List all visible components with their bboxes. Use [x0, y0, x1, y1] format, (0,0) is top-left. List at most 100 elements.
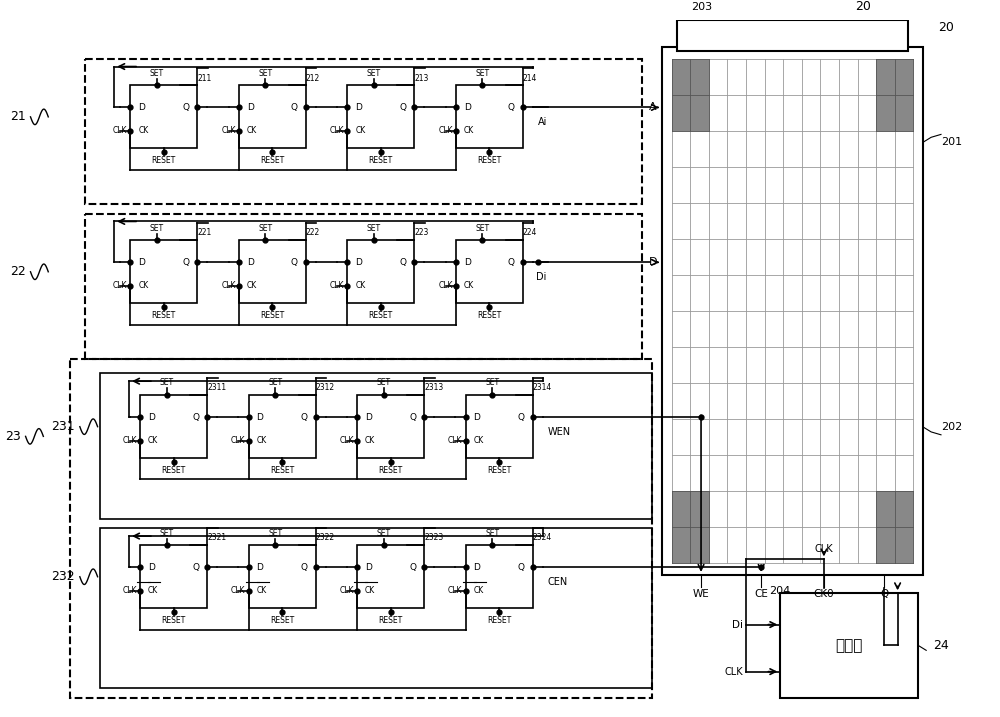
Text: CLK: CLK [221, 126, 236, 136]
Text: RESET: RESET [161, 466, 186, 475]
Text: Q: Q [409, 413, 416, 422]
Bar [140, 395, 207, 458]
Text: CLK: CLK [123, 586, 137, 595]
Text: D: D [365, 413, 372, 422]
Text: 2323: 2323 [424, 533, 443, 542]
Text: Q: Q [182, 103, 189, 112]
Text: CK: CK [365, 436, 375, 445]
Text: Q: Q [182, 258, 189, 267]
Text: RESET: RESET [152, 156, 176, 165]
Text: CK: CK [257, 586, 267, 595]
Text: D: D [474, 563, 480, 571]
Text: RESET: RESET [270, 466, 294, 475]
Text: 212: 212 [306, 74, 320, 82]
Text: CLK: CLK [330, 281, 344, 290]
Text: Ai: Ai [538, 117, 547, 127]
Text: Q: Q [291, 103, 298, 112]
Text: CK: CK [138, 281, 148, 290]
Text: RESET: RESET [152, 311, 176, 320]
Text: D: D [247, 103, 254, 112]
Text: 21: 21 [10, 110, 26, 123]
Text: 221: 221 [197, 229, 211, 237]
Text: RESET: RESET [487, 466, 511, 475]
Text: 2312: 2312 [316, 384, 335, 392]
Text: 比较器: 比较器 [836, 638, 863, 653]
Bar [347, 85, 414, 148]
Text: SET: SET [258, 69, 273, 77]
Text: D: D [474, 413, 480, 422]
Bar [249, 395, 316, 458]
Text: 2321: 2321 [207, 533, 226, 542]
Text: CLK: CLK [340, 586, 354, 595]
Bar [456, 240, 523, 303]
Text: D: D [648, 257, 657, 267]
Bar [662, 47, 923, 575]
Text: D: D [257, 563, 263, 571]
Bar [130, 240, 197, 303]
Text: CLK: CLK [340, 436, 354, 445]
Text: 2313: 2313 [424, 384, 443, 392]
Text: CK: CK [464, 126, 474, 136]
Bar [70, 359, 652, 698]
Text: 213: 213 [414, 74, 429, 82]
Text: SET: SET [160, 528, 174, 538]
Text: RESET: RESET [260, 311, 284, 320]
Text: Q: Q [508, 103, 515, 112]
Text: CLK: CLK [438, 126, 453, 136]
Text: CLK: CLK [113, 126, 127, 136]
Bar [357, 395, 424, 458]
Text: D: D [365, 563, 372, 571]
Text: RESET: RESET [477, 311, 501, 320]
Text: SET: SET [485, 379, 499, 387]
Text: CK: CK [365, 586, 375, 595]
Text: 2322: 2322 [316, 533, 335, 542]
Text: CK: CK [148, 436, 158, 445]
Text: D: D [355, 258, 362, 267]
Text: SET: SET [367, 69, 381, 77]
Text: CK: CK [474, 436, 484, 445]
Text: 20: 20 [938, 22, 954, 34]
Text: WEN: WEN [548, 427, 571, 437]
Text: A: A [649, 103, 657, 113]
Text: CK0: CK0 [814, 589, 834, 599]
Text: CLK: CLK [438, 281, 453, 290]
Text: 222: 222 [306, 229, 320, 237]
Text: RESET: RESET [161, 616, 186, 625]
Text: 23: 23 [5, 430, 21, 443]
Text: Q: Q [399, 103, 406, 112]
Text: RESET: RESET [369, 311, 393, 320]
Text: CK: CK [247, 126, 257, 136]
Text: 2314: 2314 [533, 384, 552, 392]
Text: CK: CK [474, 586, 484, 595]
Text: 231: 231 [51, 420, 75, 433]
Text: 22: 22 [10, 265, 26, 278]
Text: 204: 204 [769, 587, 790, 597]
Text: SET: SET [150, 69, 164, 77]
Text: CLK: CLK [231, 586, 246, 595]
Text: Di: Di [732, 619, 743, 630]
Text: Q: Q [192, 413, 199, 422]
Text: SET: SET [268, 528, 282, 538]
Text: Q: Q [880, 589, 888, 599]
Bar [876, 491, 913, 563]
Text: CK: CK [355, 281, 365, 290]
Text: 2311: 2311 [207, 384, 226, 392]
Bar [357, 546, 424, 608]
Text: CK: CK [148, 586, 158, 595]
Text: 20: 20 [855, 0, 871, 13]
Text: RESET: RESET [270, 616, 294, 625]
Text: 201: 201 [941, 137, 962, 147]
Text: Q: Q [409, 563, 416, 571]
Bar [85, 214, 642, 359]
Bar [466, 395, 533, 458]
Text: WE: WE [693, 589, 709, 599]
Text: RESET: RESET [487, 616, 511, 625]
Text: Q: Q [192, 563, 199, 571]
Text: RESET: RESET [369, 156, 393, 165]
Text: 202: 202 [941, 422, 962, 432]
Text: CLK: CLK [330, 126, 344, 136]
Text: SET: SET [258, 224, 273, 232]
Text: Q: Q [518, 413, 525, 422]
Text: D: D [247, 258, 254, 267]
Text: SET: SET [150, 224, 164, 232]
